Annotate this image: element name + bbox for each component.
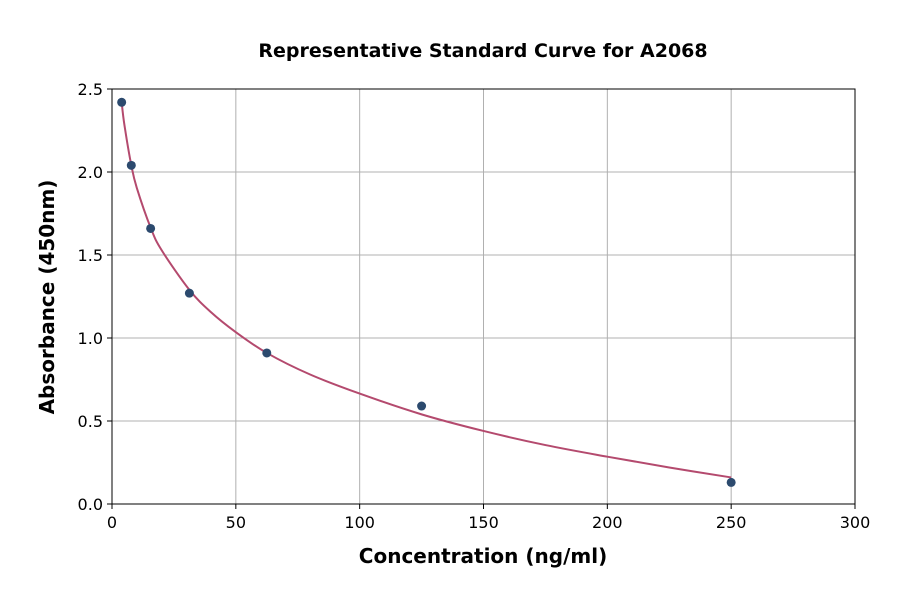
x-tick-label: 250 <box>716 513 747 532</box>
data-point <box>726 477 736 487</box>
y-tick-label: 2.5 <box>78 80 103 99</box>
plot-frame <box>111 88 856 505</box>
x-tick-label: 50 <box>226 513 246 532</box>
chart-title: Representative Standard Curve for A2068 <box>258 40 707 62</box>
x-tick-label: 300 <box>840 513 871 532</box>
x-tick-label: 0 <box>107 513 117 532</box>
x-tick-label: 200 <box>592 513 623 532</box>
x-tick-label: 150 <box>468 513 499 532</box>
y-tick-label: 0.5 <box>78 412 103 431</box>
data-points <box>117 97 736 487</box>
data-point <box>184 288 194 298</box>
y-tick-label: 0.0 <box>78 495 103 514</box>
fit-curve <box>120 102 732 479</box>
x-tick-label: 100 <box>344 513 375 532</box>
grid-lines <box>111 88 856 505</box>
data-point <box>417 401 427 411</box>
y-tick-label: 1.5 <box>78 246 103 265</box>
data-point <box>117 97 127 107</box>
x-axis-label: Concentration (ng/ml) <box>359 544 607 568</box>
tick-labels: 0 50 100 150 200 250 300 0.0 0.5 1.0 1.5 2.0 2.5 <box>78 80 871 532</box>
data-point <box>262 348 272 358</box>
y-tick-label: 1.0 <box>78 329 103 348</box>
data-point <box>146 223 156 233</box>
data-point <box>126 160 136 170</box>
y-tick-label: 2.0 <box>78 163 103 182</box>
y-axis-label: Absorbance (450nm) <box>35 180 59 415</box>
